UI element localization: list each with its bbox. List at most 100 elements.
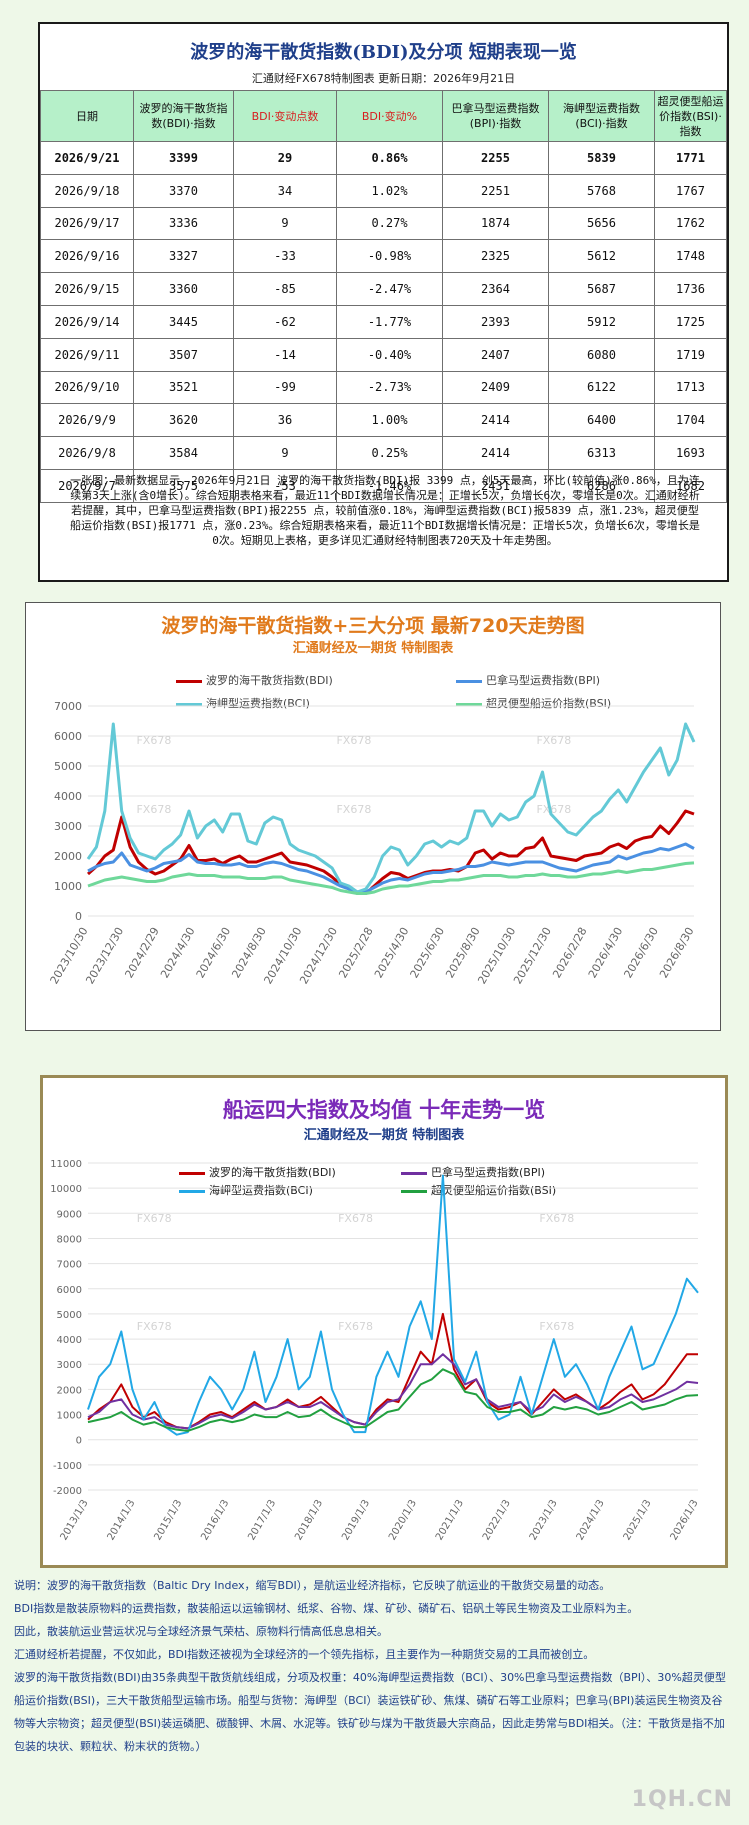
series-line-bsi	[87, 861, 695, 895]
table-cell: 2026/9/7	[40, 468, 134, 503]
series-line-bdi	[87, 809, 695, 895]
x-tick-label: 2018/1/3	[293, 1498, 325, 1542]
table-cell: 0.27%	[336, 206, 443, 241]
x-tick-label: 2016/1/3	[199, 1498, 231, 1542]
table-cell: 3521	[133, 370, 234, 405]
x-tick-label: 2024/2/29	[122, 925, 161, 980]
watermark-text: FX678	[336, 803, 371, 816]
legend-10y-bpi: 巴拿马型运费指数(BPI)	[401, 1164, 545, 1180]
table-cell: 1719	[654, 337, 727, 372]
table-cell: 2414	[442, 403, 549, 438]
table-cell: -1.77%	[336, 304, 443, 339]
table-cell: 1762	[654, 206, 727, 241]
y-tick-label: 10000	[50, 1184, 82, 1195]
table-cell: 2364	[442, 272, 549, 306]
table-cell: 3336	[133, 206, 234, 241]
table-cell: 2414	[442, 436, 549, 470]
site-logo: 1QH.CN	[631, 1787, 733, 1812]
x-tick-label: 2023/12/30	[83, 925, 126, 986]
table-cell: 2026/9/9	[40, 403, 134, 438]
table-body: 2026/9/21 3399 29 0.86% 2255 5839 1771 2026/9/1…	[40, 141, 727, 503]
table-cell: 1771	[654, 141, 727, 175]
x-tick-label: 2024/1/3	[575, 1498, 607, 1542]
table-cell: -33	[233, 239, 337, 274]
table-cell: -0.40%	[336, 337, 443, 372]
table-cell: 2026/9/8	[40, 436, 134, 470]
table-row: 2026/9/15 3360 -85 -2.47% 2364 5687 1736	[40, 272, 727, 306]
table-cell: 6080	[548, 337, 655, 372]
table-header-row: 日期 波罗的海干散货指数(BDI)·指数 BDI·变动点数 BDI·变动% 巴拿…	[40, 90, 727, 142]
table-cell: 1.02%	[336, 173, 443, 208]
chart-720-plot: 010002000300040005000600070002023/10/302…	[48, 700, 697, 986]
table-cell: 3327	[133, 239, 234, 274]
watermark-text: FX678	[136, 734, 171, 747]
table-cell: 6122	[548, 370, 655, 405]
x-tick-label: 2022/1/3	[481, 1498, 513, 1542]
table-cell: 5612	[548, 239, 655, 274]
table-cell: 2026/9/21	[40, 141, 134, 175]
table-cell: -14	[233, 337, 337, 372]
legend-10y-bdi-swatch	[179, 1171, 205, 1175]
y-tick-label: 0	[75, 910, 82, 923]
legend-10y-bpi-swatch	[401, 1171, 427, 1175]
table-cell: 3575	[133, 468, 234, 503]
table-summary: 一张图：最新数据显示，2026年9月21日 波罗的海干散货指数(BDI)报 33…	[70, 474, 700, 547]
table-cell: 5656	[548, 206, 655, 241]
table-cell: 9	[233, 436, 337, 470]
table-cell: -85	[233, 272, 337, 306]
note-paragraph: 因此，散装航运业营运状况与全球经济景气荣枯、原物料行情高低息息相关。	[14, 1625, 388, 1638]
table-cell: 2026/9/18	[40, 173, 134, 208]
watermark-text: FX678	[136, 803, 171, 816]
y-tick-label: 9000	[57, 1209, 82, 1220]
watermark-text: FX678	[338, 1320, 373, 1333]
y-tick-label: 4000	[54, 790, 82, 803]
x-tick-label: 2025/1/3	[622, 1498, 654, 1542]
x-tick-label: 2025/4/30	[372, 925, 411, 980]
x-tick-label: 2025/2/28	[336, 925, 375, 980]
legend-bdi-label: 波罗的海干散货指数(BDI)	[206, 674, 333, 687]
legend-bpi-swatch	[456, 679, 482, 683]
x-tick-label: 2023/1/3	[528, 1498, 560, 1542]
legend-bpi: 巴拿马型运费指数(BPI)	[456, 672, 600, 688]
table-cell: 2393	[442, 304, 549, 339]
table-cell: 0.86%	[336, 141, 443, 175]
y-tick-label: 3000	[57, 1360, 82, 1371]
table-cell: 2026/9/17	[40, 206, 134, 241]
y-tick-label: 8000	[57, 1234, 82, 1245]
x-tick-label: 2013/1/3	[59, 1498, 91, 1542]
legend-bdi: 波罗的海干散货指数(BDI)	[176, 672, 333, 688]
x-tick-label: 2025/6/30	[408, 925, 447, 980]
y-tick-label: 4000	[57, 1335, 82, 1346]
table-cell: 2026/9/14	[40, 304, 134, 339]
table-cell: 3399	[133, 141, 234, 175]
table-cell: 5687	[548, 272, 655, 306]
table-cell: 1725	[654, 304, 727, 339]
table-cell: 3360	[133, 272, 234, 306]
note-paragraph: BDI指数是散装原物料的运费指数，散装船运以运输钢材、纸浆、谷物、煤、矿砂、磷矿…	[14, 1602, 639, 1615]
chart-ten-year-plot: -2000 -1000 0 1000 2000 3000 4000 5000 6000 7000 8…	[50, 1159, 700, 1542]
table-cell: -0.98%	[336, 239, 443, 274]
y-tick-label: 11000	[50, 1159, 82, 1170]
table-cell: 5768	[548, 173, 655, 208]
table-cell: 3620	[133, 403, 234, 438]
legend-10y-bpi-label: 巴拿马型运费指数(BPI)	[431, 1166, 546, 1179]
series-line-bpi	[87, 842, 695, 895]
notes-section: 说明：波罗的海干散货指数（Baltic Dry Index，缩写BDI），是航运…	[14, 1574, 726, 1758]
table-cell: 3445	[133, 304, 234, 339]
table-cell: 2325	[442, 239, 549, 274]
series-line-bsi	[87, 1368, 699, 1432]
table-cell: -99	[233, 370, 337, 405]
table-cell: 0.25%	[336, 436, 443, 470]
chart-ten-year-panel: 船运四大指数及均值 十年走势一览 汇通财经及一期货 特制图表 波罗的海干散货指数…	[40, 1075, 728, 1568]
x-tick-label: 2021/1/3	[434, 1498, 466, 1542]
table-cell: 1693	[654, 436, 727, 470]
y-tick-label: 0	[76, 1436, 82, 1447]
watermark-text: FX678	[539, 1212, 574, 1225]
table-row: 2026/9/11 3507 -14 -0.40% 2407 6080 1719	[40, 337, 727, 372]
y-tick-label: 3000	[54, 820, 82, 833]
note-paragraph: 说明：波罗的海干散货指数（Baltic Dry Index，缩写BDI），是航运…	[14, 1579, 611, 1592]
series-line-bci	[86, 722, 696, 894]
table-cell: -2.47%	[336, 272, 443, 306]
table-cell: 6313	[548, 436, 655, 470]
note-paragraph: 汇通财经析若提醒，不仅如此，BDI指数还被视为全球经济的一个领先指标，且主要作为…	[14, 1648, 595, 1661]
